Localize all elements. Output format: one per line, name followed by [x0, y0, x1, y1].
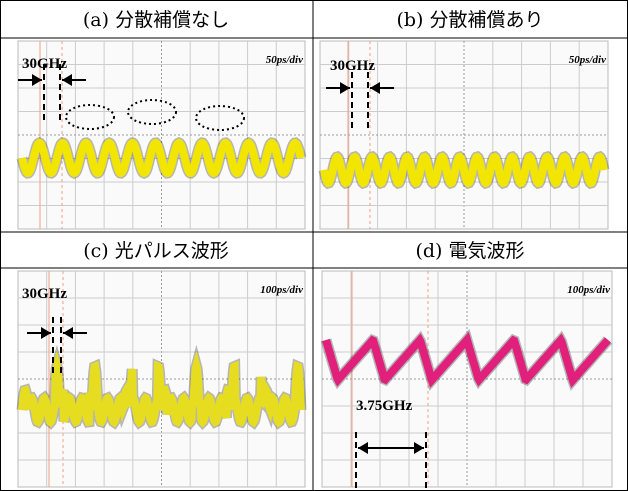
- panel-title: (c) 光パルス波形: [83, 240, 229, 262]
- waveform: [324, 157, 604, 183]
- panel-title: (b) 分散補償あり: [396, 9, 543, 31]
- time-scale: 100ps/div: [260, 284, 303, 296]
- figure: (a) 分散補償なし 30GHz 50ps/div (b) 分散補償あり 30GHz 50…: [0, 0, 628, 491]
- frequency-label: 30GHz: [22, 286, 67, 302]
- frequency-label: 30GHz: [330, 58, 375, 74]
- panel-title: (a) 分散補償なし: [83, 9, 229, 31]
- time-scale: 100ps/div: [567, 284, 610, 296]
- panel-title: (d) 電気波形: [415, 240, 524, 262]
- time-scale: 50ps/div: [569, 54, 606, 66]
- frequency-label: 3.75GHz: [356, 398, 413, 414]
- time-scale: 50ps/div: [266, 54, 303, 66]
